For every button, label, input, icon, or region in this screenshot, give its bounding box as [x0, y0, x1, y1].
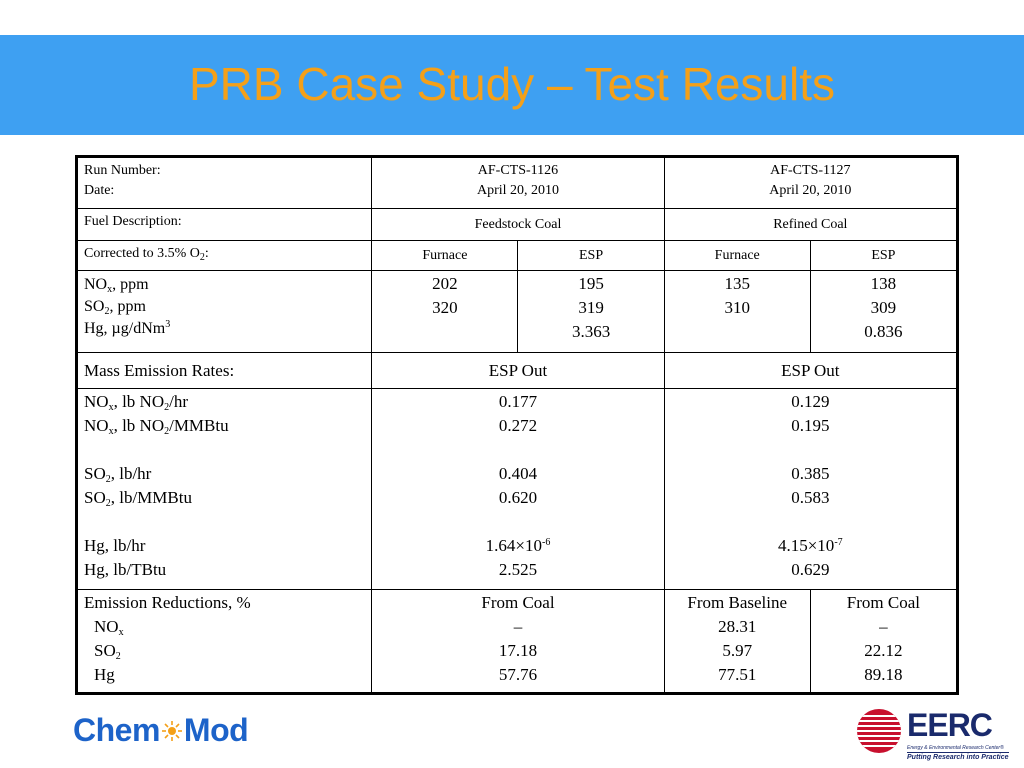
mass-b-head: ESP Out [663, 352, 959, 389]
fuel-a: Feedstock Coal [371, 208, 665, 241]
red-b1-hg: 77.51 [718, 665, 757, 684]
red-b2-hg: 89.18 [864, 665, 903, 684]
red-a-nox: – [513, 617, 523, 636]
nox-lbhr-label: NOx, lb NO2/hr [84, 392, 188, 413]
reductions-labels: Emission Reductions, % NOx SO2 Hg [75, 589, 373, 694]
eerc-wordmark: EERC [907, 707, 993, 743]
so2-ppm-label: SO2, ppm [84, 298, 146, 317]
eerc-globe-icon [857, 709, 901, 753]
mass-a-hg-tbtu: 2.525 [498, 560, 538, 579]
chemmod-logo: Chem Mod [73, 712, 249, 749]
nox-ppm-label: NOx, ppm [84, 276, 149, 295]
reductions-row: Emission Reductions, % NOx SO2 Hg From C… [75, 589, 959, 694]
red-b2-nox: – [879, 617, 888, 636]
reductions-b2: From Coal – 22.12 89.18 [809, 589, 959, 694]
red-so2-label: SO2 [94, 641, 121, 662]
corrected-col-2: ESP [517, 240, 665, 271]
conc-col-3: 135 310 [663, 270, 811, 353]
mass-b-so2-hr: 0.385 [791, 464, 830, 483]
corrected-row: Corrected to 3.5% O2: Furnace ESP Furnac… [75, 240, 959, 271]
red-a-so2: 17.18 [498, 641, 538, 660]
run-a-date: April 20, 2010 [476, 183, 560, 198]
reductions-a: From Coal – 17.18 57.76 [371, 589, 665, 694]
mass-values-row: NOx, lb NO2/hr NOx, lb NO2/MMBtu SO2, lb… [75, 388, 959, 590]
mass-b-nox-hr: 0.129 [791, 392, 830, 411]
conc-col-1: 202 320 [371, 270, 519, 353]
run-b-cell: AF-CTS-1127 April 20, 2010 [663, 156, 959, 209]
hg-lbtbtu-label: Hg, lb/TBtu [84, 560, 167, 579]
mass-b-nox-mmbtu: 0.195 [791, 416, 830, 435]
conc-c3-so2: 310 [724, 298, 750, 317]
conc-c3-nox: 135 [724, 274, 750, 293]
mass-a-nox-mmbtu: 0.272 [498, 416, 538, 435]
fuel-row: Fuel Description: Feedstock Coal Refined… [75, 208, 959, 241]
mass-label: Mass Emission Rates: [75, 352, 373, 389]
eerc-subtitle: Energy & Environmental Research Center® [907, 745, 1004, 751]
corrected-col-3: Furnace [663, 240, 811, 271]
run-a-cell: AF-CTS-1126 April 20, 2010 [371, 156, 665, 209]
eerc-logo: EERC Energy & Environmental Research Cen… [855, 705, 1015, 765]
conc-c1-so2: 320 [432, 298, 458, 317]
mass-a-nox-hr: 0.177 [498, 392, 538, 411]
conc-c2-hg: 3.363 [571, 322, 611, 341]
mass-a-head: ESP Out [371, 352, 665, 389]
title-bar: PRB Case Study – Test Results [0, 35, 1024, 135]
mass-labels: NOx, lb NO2/hr NOx, lb NO2/MMBtu SO2, lb… [75, 388, 373, 590]
red-nox-label: NOx [94, 617, 124, 638]
nox-lbmmbtu-label: NOx, lb NO2/MMBtu [84, 416, 229, 437]
conc-c4-hg: 0.836 [864, 322, 903, 341]
red-b2-head: From Coal [846, 593, 920, 612]
mass-b-hg-hr: 4.15×10-7 [777, 536, 843, 555]
chemmod-logo-left: Chem [73, 712, 160, 748]
run-number-label: Run Number: [84, 163, 161, 178]
corrected-label: Corrected to 3.5% O2: [75, 240, 373, 271]
red-b2-so2: 22.12 [864, 641, 903, 660]
mass-b-hg-tbtu: 0.629 [791, 560, 830, 579]
mass-a-so2-hr: 0.404 [498, 464, 538, 483]
mass-b-so2-mmbtu: 0.583 [791, 488, 830, 507]
fuel-b: Refined Coal [663, 208, 959, 241]
red-b1-head: From Baseline [687, 593, 788, 612]
corrected-col-1: Furnace [371, 240, 519, 271]
so2-lbhr-label: SO2, lb/hr [84, 464, 152, 485]
conc-c1-nox: 202 [432, 274, 458, 293]
red-b1-nox: 28.31 [718, 617, 757, 636]
conc-col-2: 195 319 3.363 [517, 270, 665, 353]
mass-a-values: 0.177 0.272 0.404 0.620 1.64×10-6 2.525 [371, 388, 665, 590]
red-b1-so2: 5.97 [722, 641, 753, 660]
red-a-head: From Coal [481, 593, 555, 612]
red-hg-label: Hg [94, 665, 115, 684]
sun-icon [161, 720, 182, 741]
run-b-id: AF-CTS-1127 [770, 163, 851, 178]
conc-c2-so2: 319 [578, 298, 604, 317]
mass-b-values: 0.129 0.195 0.385 0.583 4.15×10-7 0.629 [663, 388, 959, 590]
run-label-cell: Run Number: Date: [75, 156, 373, 209]
conc-c2-nox: 195 [578, 274, 604, 293]
so2-lbmmbtu-label: SO2, lb/MMBtu [84, 488, 192, 509]
eerc-tagline: Putting Research into Practice [907, 752, 1009, 761]
conc-col-4: 138 309 0.836 [809, 270, 959, 353]
reductions-b1: From Baseline 28.31 5.97 77.51 [663, 589, 811, 694]
reductions-label: Emission Reductions, % [84, 593, 251, 612]
red-a-hg: 57.76 [498, 665, 538, 684]
concentration-labels: NOx, ppm SO2, ppm Hg, µg/dNm3 [75, 270, 373, 353]
hg-lbhr-label: Hg, lb/hr [84, 536, 146, 555]
date-label: Date: [84, 183, 115, 198]
mass-header-row: Mass Emission Rates: ESP Out ESP Out [75, 352, 959, 389]
conc-c4-nox: 138 [870, 274, 897, 293]
slide-title: PRB Case Study – Test Results [189, 58, 835, 110]
mass-a-hg-hr: 1.64×10-6 [485, 536, 551, 555]
mass-a-so2-mmbtu: 0.620 [498, 488, 538, 507]
run-a-id: AF-CTS-1126 [477, 163, 559, 178]
concentration-row: NOx, ppm SO2, ppm Hg, µg/dNm3 202 320 19… [75, 270, 959, 353]
run-b-date: April 20, 2010 [769, 183, 852, 198]
run-row: Run Number: Date: AF-CTS-1126 April 20, … [75, 156, 959, 209]
corrected-col-4: ESP [809, 240, 959, 271]
results-table: Run Number: Date: AF-CTS-1126 April 20, … [75, 155, 959, 695]
chemmod-logo-right: Mod [183, 712, 249, 748]
hg-conc-label: Hg, µg/dNm3 [84, 319, 171, 338]
fuel-label: Fuel Description: [75, 208, 373, 241]
conc-c4-so2: 309 [870, 298, 897, 317]
